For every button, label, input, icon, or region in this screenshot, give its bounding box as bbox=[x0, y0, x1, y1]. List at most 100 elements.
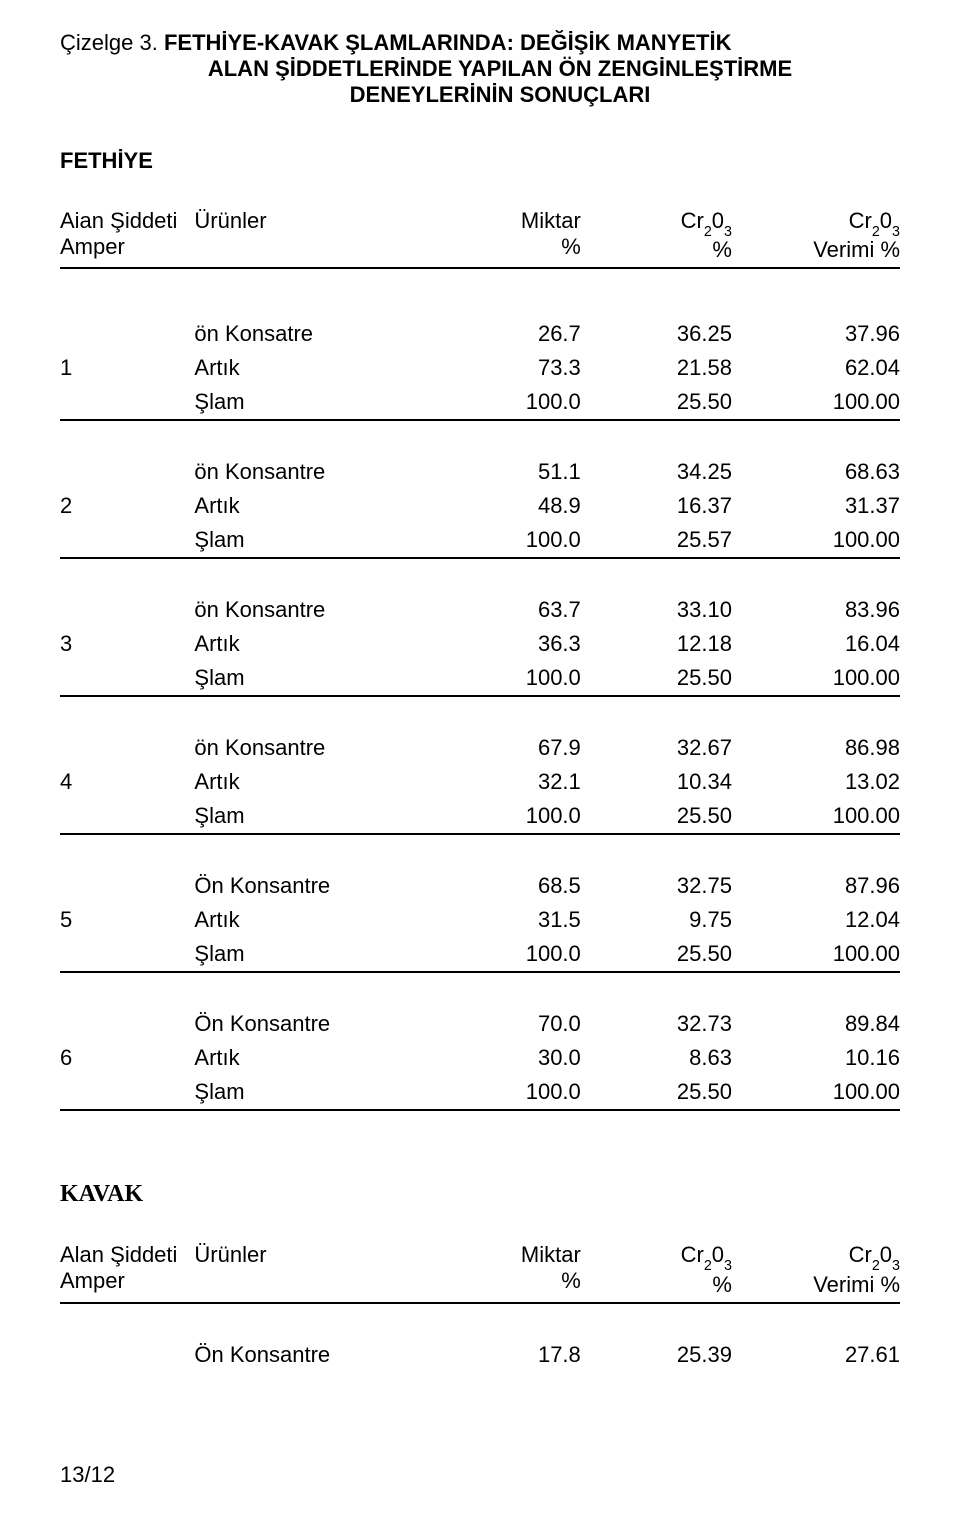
cell-cr2: 100.00 bbox=[732, 1075, 900, 1109]
hdr-amp-1: Alan Şiddeti bbox=[60, 1242, 177, 1267]
cell-product: Şlam bbox=[194, 937, 463, 971]
cell-cr1: 21.58 bbox=[581, 351, 732, 385]
cell-cr1: 32.73 bbox=[581, 1007, 732, 1041]
cell-product: Artık bbox=[194, 1041, 463, 1075]
hdr-cr1-rest: 0 bbox=[712, 208, 724, 233]
cell-amp bbox=[60, 799, 194, 833]
cell-miktar: 36.3 bbox=[463, 627, 581, 661]
hr bbox=[60, 1109, 900, 1110]
table-header-row: Aian Şiddeti Amper Ürünler Miktar % Cr20… bbox=[60, 204, 900, 267]
table-row: 5Artık31.59.7512.04 bbox=[60, 903, 900, 937]
table-row: Şlam100.025.50100.00 bbox=[60, 661, 900, 695]
cell-miktar: 100.0 bbox=[463, 799, 581, 833]
cell-product: Artık bbox=[194, 351, 463, 385]
cell-amp bbox=[60, 661, 194, 695]
hdr-cr2-sub2: 3 bbox=[892, 224, 900, 240]
cell-product: Şlam bbox=[194, 799, 463, 833]
cell-cr2: 86.98 bbox=[732, 731, 900, 765]
table-row: 1Artık73.321.5862.04 bbox=[60, 351, 900, 385]
hdr-cr2-sub1: 2 bbox=[872, 224, 880, 240]
hdr-miktar-2: % bbox=[561, 234, 581, 259]
hdr-cr1: Cr203 % bbox=[581, 204, 732, 267]
page-footer: 13/12 bbox=[60, 1462, 900, 1488]
cell-amp bbox=[60, 455, 194, 489]
table-row: 6Artık30.08.6310.16 bbox=[60, 1041, 900, 1075]
cell-cr1: 33.10 bbox=[581, 593, 732, 627]
cell-miktar: 100.0 bbox=[463, 1075, 581, 1109]
cell-cr2: 68.63 bbox=[732, 455, 900, 489]
cell-product: ön Konsatre bbox=[194, 317, 463, 351]
cell-amp: 6 bbox=[60, 1041, 194, 1075]
hdr-cr1-b: % bbox=[712, 1272, 732, 1297]
cell-amp: 4 bbox=[60, 765, 194, 799]
cell-cr1: 36.25 bbox=[581, 317, 732, 351]
section-kavak-label: KAVAK bbox=[60, 1181, 900, 1208]
cell-cr2: 12.04 bbox=[732, 903, 900, 937]
cell-miktar: 26.7 bbox=[463, 317, 581, 351]
cell-cr2: 37.96 bbox=[732, 317, 900, 351]
hdr-amp-1: Aian Şiddeti bbox=[60, 208, 177, 233]
cell-miktar: 63.7 bbox=[463, 593, 581, 627]
table-row: Şlam100.025.50100.00 bbox=[60, 1075, 900, 1109]
cell-product: Artık bbox=[194, 489, 463, 523]
hdr-miktar-2: % bbox=[561, 1268, 581, 1293]
cell-cr2: 100.00 bbox=[732, 385, 900, 419]
cell-amp: 3 bbox=[60, 627, 194, 661]
cell-amp bbox=[60, 317, 194, 351]
cell-cr1: 32.75 bbox=[581, 869, 732, 903]
cell-miktar: 31.5 bbox=[463, 903, 581, 937]
cell-cr1: 25.39 bbox=[581, 1338, 732, 1372]
table-row: 3Artık36.312.1816.04 bbox=[60, 627, 900, 661]
kavak-table: Alan Şiddeti Amper Ürünler Miktar % Cr2 0… bbox=[60, 1238, 900, 1371]
cell-cr1: 8.63 bbox=[581, 1041, 732, 1075]
hdr-cr2-b: Verimi % bbox=[813, 237, 900, 262]
cell-product: Ön Konsantre bbox=[194, 869, 463, 903]
hdr-cr1-a: Cr bbox=[681, 1242, 704, 1267]
table-row: Şlam100.025.50100.00 bbox=[60, 385, 900, 419]
cell-cr2: 89.84 bbox=[732, 1007, 900, 1041]
cell-miktar: 32.1 bbox=[463, 765, 581, 799]
cell-amp bbox=[60, 1075, 194, 1109]
hdr-cr1-sub2: 3 bbox=[724, 1258, 732, 1274]
hdr-miktar-1: Miktar bbox=[521, 1242, 581, 1267]
cell-cr2: 16.04 bbox=[732, 627, 900, 661]
cell-product: Şlam bbox=[194, 1075, 463, 1109]
cell-product: Artık bbox=[194, 627, 463, 661]
hdr-miktar: Miktar % bbox=[463, 1238, 581, 1301]
hdr-amp-2: Amper bbox=[60, 1268, 125, 1293]
table-row: ön Konsantre51.134.2568.63 bbox=[60, 455, 900, 489]
cell-cr1: 12.18 bbox=[581, 627, 732, 661]
cell-miktar: 100.0 bbox=[463, 937, 581, 971]
table-row: Ön Konsantre70.032.7389.84 bbox=[60, 1007, 900, 1041]
hdr-cr2-rest: 0 bbox=[880, 208, 892, 233]
hdr-urunler: Ürünler bbox=[194, 1238, 463, 1301]
cell-cr1: 25.57 bbox=[581, 523, 732, 557]
table-row: Şlam100.025.57100.00 bbox=[60, 523, 900, 557]
cell-miktar: 51.1 bbox=[463, 455, 581, 489]
cell-cr1: 25.50 bbox=[581, 385, 732, 419]
hdr-amp: Aian Şiddeti Amper bbox=[60, 204, 194, 267]
table-row: Ön Konsantre 17.8 25.39 27.61 bbox=[60, 1338, 900, 1372]
cell-miktar: 100.0 bbox=[463, 523, 581, 557]
section-fethiye-label: FETHİYE bbox=[60, 148, 900, 174]
cell-cr2: 100.00 bbox=[732, 799, 900, 833]
cell-product: Şlam bbox=[194, 385, 463, 419]
cell-miktar: 48.9 bbox=[463, 489, 581, 523]
table-row: ön Konsantre67.932.6786.98 bbox=[60, 731, 900, 765]
cell-cr2: 31.37 bbox=[732, 489, 900, 523]
cell-miktar: 68.5 bbox=[463, 869, 581, 903]
caption-prefix: Çizelge 3. bbox=[60, 30, 158, 55]
cell-product: Artık bbox=[194, 765, 463, 799]
hdr-cr1-sub1: 2 bbox=[704, 1258, 712, 1274]
cell-cr1: 10.34 bbox=[581, 765, 732, 799]
cell-miktar: 100.0 bbox=[463, 661, 581, 695]
hdr-cr1-sub1: 2 bbox=[704, 224, 712, 240]
cell-cr1: 9.75 bbox=[581, 903, 732, 937]
cell-product: Artık bbox=[194, 903, 463, 937]
hdr-cr2-rest: 0 bbox=[880, 1242, 892, 1267]
cell-cr2: 62.04 bbox=[732, 351, 900, 385]
cell-cr2: 100.00 bbox=[732, 937, 900, 971]
cell-miktar: 100.0 bbox=[463, 385, 581, 419]
cell-cr1: 25.50 bbox=[581, 799, 732, 833]
cell-miktar: 70.0 bbox=[463, 1007, 581, 1041]
